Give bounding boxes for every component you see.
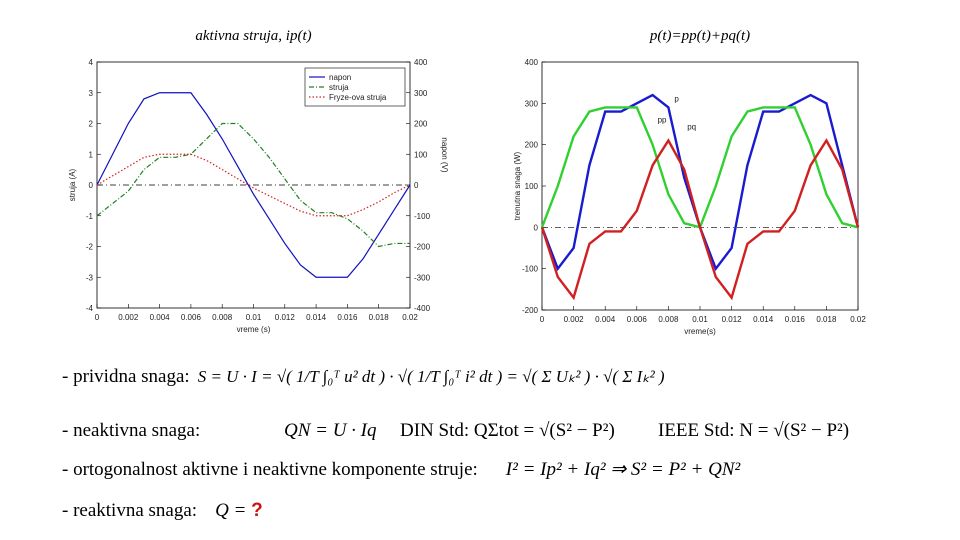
y-tick-label: 200 <box>525 141 539 150</box>
chart-title: p(t)=pp(t)+pq(t) <box>649 28 750 44</box>
x-axis-label: vreme(s) <box>684 327 716 336</box>
x-tick-label: 0.02 <box>402 313 418 322</box>
y-tick-label: 0 <box>89 181 94 190</box>
y-tick-label: 300 <box>525 99 539 108</box>
y2-tick-label: -100 <box>414 212 431 221</box>
row-apparent: - prividna snaga: S = U · I = √( 1/T ∫₀ᵀ … <box>62 366 665 388</box>
x-tick-label: 0.002 <box>564 315 585 324</box>
row-label: - neaktivna snaga: <box>62 420 201 441</box>
y2-tick-label: 300 <box>414 89 428 98</box>
legend-label: struja <box>329 83 349 92</box>
y2-tick-label: -400 <box>414 304 431 313</box>
series-label: pq <box>687 122 696 131</box>
x-tick-label: 0.018 <box>369 313 390 322</box>
x-tick-label: 0.018 <box>816 315 837 324</box>
y-tick-label: -3 <box>86 273 94 282</box>
formula: IEEE Std: N = √(S² − P²) <box>658 420 850 441</box>
legend-label: Fryze-ova struja <box>329 93 387 102</box>
row-reactive: - reaktivna snaga: Q = ? <box>62 500 263 522</box>
row-orthogonality: - ortogonalnost aktivne i neaktivne komp… <box>62 458 740 481</box>
x-tick-label: 0.004 <box>150 313 171 322</box>
y2-tick-label: -300 <box>414 273 431 282</box>
y-tick-label: 0 <box>534 223 539 232</box>
x-tick-label: 0.008 <box>658 315 679 324</box>
series-label: p <box>674 94 679 103</box>
y2-tick-label: 400 <box>414 58 428 67</box>
x-tick-label: 0.008 <box>212 313 233 322</box>
y-tick-label: -100 <box>522 265 539 274</box>
formula: I² = Ip² + Iq² ⇒ S² = P² + QN² <box>505 459 741 480</box>
y-tick-label: -200 <box>522 306 539 315</box>
series-line <box>96 92 411 278</box>
y-tick-label: 400 <box>525 58 539 67</box>
formula: S = U · I = √( 1/T ∫₀ᵀ u² dt ) · √( 1/T … <box>197 367 665 386</box>
series-label: pp <box>658 116 667 125</box>
charts: aktivna struja, ip(t) 0 0.002 0.004 0.006 0.0… <box>68 28 866 336</box>
plot-frame <box>541 61 859 311</box>
x-tick-label: 0.012 <box>722 315 743 324</box>
x-tick-label: 0.002 <box>118 313 139 322</box>
row-nonactive: - neaktivna snaga: QN = U · Iq DIN Std: QΣ… <box>62 420 849 442</box>
y-axis-label: struja (A) <box>68 168 77 201</box>
y-tick-label: -2 <box>86 243 94 252</box>
formula: QN = U · Iq <box>284 420 377 441</box>
y-tick-label: 3 <box>89 89 94 98</box>
y-axis-label: trenutna snaga (W) <box>513 151 522 220</box>
x-tick-label: 0.014 <box>753 315 774 324</box>
y-tick-label: 1 <box>89 150 94 159</box>
formula: DIN Std: QΣtot = √(S² − P²) <box>400 420 615 441</box>
x-tick-label: 0.016 <box>337 313 358 322</box>
x-tick-label: 0.016 <box>785 315 806 324</box>
formula: Q = <box>215 500 252 521</box>
row-label: - ortogonalnost aktivne i neaktivne komp… <box>62 459 478 480</box>
y-tick-label: -4 <box>86 304 94 313</box>
unknown-mark: ? <box>251 500 263 521</box>
y-tick-label: 4 <box>89 58 94 67</box>
x-tick-label: 0 <box>95 313 100 322</box>
x-tick-label: 0.006 <box>627 315 648 324</box>
x-tick-label: 0 <box>540 315 545 324</box>
row-label: - prividna snaga: <box>62 366 190 387</box>
row-label: - reaktivna snaga: <box>62 500 198 521</box>
x-tick-label: 0.014 <box>306 313 327 322</box>
legend-box <box>304 67 406 107</box>
x-tick-label: 0.01 <box>246 313 262 322</box>
legend-label: napon <box>329 73 351 82</box>
x-tick-label: 0.01 <box>692 315 708 324</box>
x-tick-label: 0.006 <box>181 313 202 322</box>
y2-tick-label: -200 <box>414 243 431 252</box>
x-tick-label: 0.012 <box>275 313 296 322</box>
y-tick-label: 2 <box>89 120 94 129</box>
x-tick-label: 0.004 <box>595 315 616 324</box>
x-tick-label: 0.02 <box>850 315 866 324</box>
y2-tick-label: 100 <box>414 150 428 159</box>
x-axis-label: vreme (s) <box>237 325 271 334</box>
y2-tick-label: 200 <box>414 120 428 129</box>
y-tick-label: 100 <box>525 182 539 191</box>
series-line <box>540 138 860 301</box>
y2-axis-label: napon (V) <box>440 137 449 172</box>
series-line <box>96 153 411 217</box>
chart-title: aktivna struja, ip(t) <box>195 28 311 44</box>
series-line <box>96 122 410 248</box>
y2-tick-label: 0 <box>414 181 419 190</box>
y-tick-label: -1 <box>86 212 94 221</box>
